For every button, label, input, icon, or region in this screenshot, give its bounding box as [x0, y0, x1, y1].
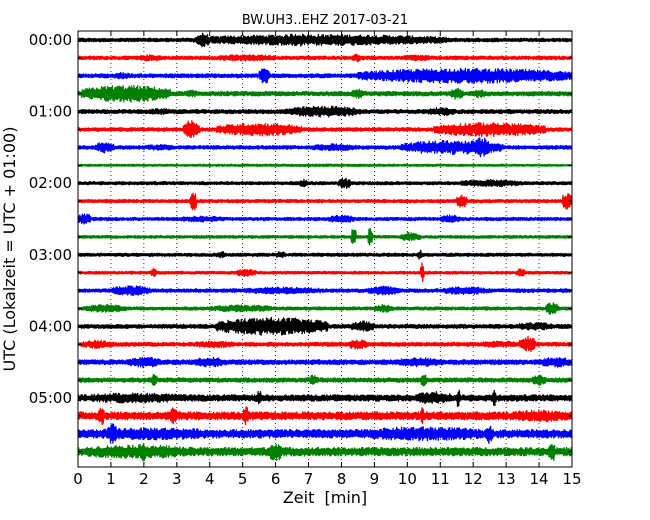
trace-0045	[77, 84, 573, 103]
x-axis-ticks: 0 1 2 3 4 5 6 7 8 9 10 11 12 13 14 15	[73, 31, 582, 488]
trace-0400	[77, 316, 573, 336]
trace-0230	[77, 213, 573, 225]
trace-0015	[77, 53, 573, 63]
x-tick-label: 14	[530, 470, 549, 488]
trace-0545	[77, 442, 573, 462]
chart-title: BW.UH3..EHZ 2017-03-21	[242, 13, 408, 28]
trace-0145	[77, 163, 573, 168]
x-gridlines	[110, 31, 540, 467]
y-tick-label: 04:00	[29, 317, 72, 335]
y-tick-label: 05:00	[29, 389, 72, 407]
plot-frame	[77, 30, 573, 468]
trace-0500	[77, 389, 573, 407]
trace-0330	[77, 285, 573, 297]
x-tick-label: 7	[304, 470, 314, 488]
trace-0000	[77, 32, 573, 48]
trace-0430	[77, 356, 573, 369]
x-tick-label: 1	[106, 470, 116, 488]
x-tick-label: 5	[238, 470, 248, 488]
trace-0530	[77, 423, 573, 445]
x-tick-label: 9	[370, 470, 380, 488]
y-tick-label: 03:00	[29, 246, 72, 264]
trace-0300	[77, 249, 573, 260]
y-tick-label: 02:00	[29, 174, 72, 192]
trace-0415	[77, 335, 573, 353]
trace-0100	[77, 105, 573, 118]
x-tick-label: 6	[271, 470, 281, 488]
trace-0215	[77, 192, 573, 211]
x-tick-label: 3	[172, 470, 182, 488]
x-tick-label: 0	[73, 470, 83, 488]
trace-0315	[77, 262, 573, 283]
y-tick-label: 01:00	[29, 103, 72, 121]
y-axis-ticks: 00:00 01:00 02:00 03:00 04:00 05:00	[29, 31, 572, 453]
x-tick-label: 10	[398, 470, 417, 488]
seismogram-traces	[77, 32, 573, 462]
trace-0445	[77, 373, 573, 387]
trace-0245	[77, 227, 573, 246]
x-tick-label: 4	[205, 470, 215, 488]
trace-0030	[77, 67, 573, 84]
x-tick-label: 15	[562, 470, 581, 488]
y-axis-label: UTC (Lokalzeit = UTC + 01:00)	[0, 127, 19, 372]
trace-0130	[77, 137, 573, 158]
x-tick-label: 11	[431, 470, 450, 488]
trace-0115	[77, 120, 573, 139]
trace-0345	[77, 302, 573, 315]
x-tick-label: 12	[464, 470, 483, 488]
trace-0200	[77, 177, 573, 189]
y-tick-label: 00:00	[29, 31, 72, 49]
x-tick-label: 2	[139, 470, 149, 488]
x-tick-label: 8	[337, 470, 347, 488]
trace-0515	[77, 406, 573, 426]
x-axis-label: Zeit [min]	[283, 488, 367, 507]
x-tick-label: 13	[497, 470, 516, 488]
